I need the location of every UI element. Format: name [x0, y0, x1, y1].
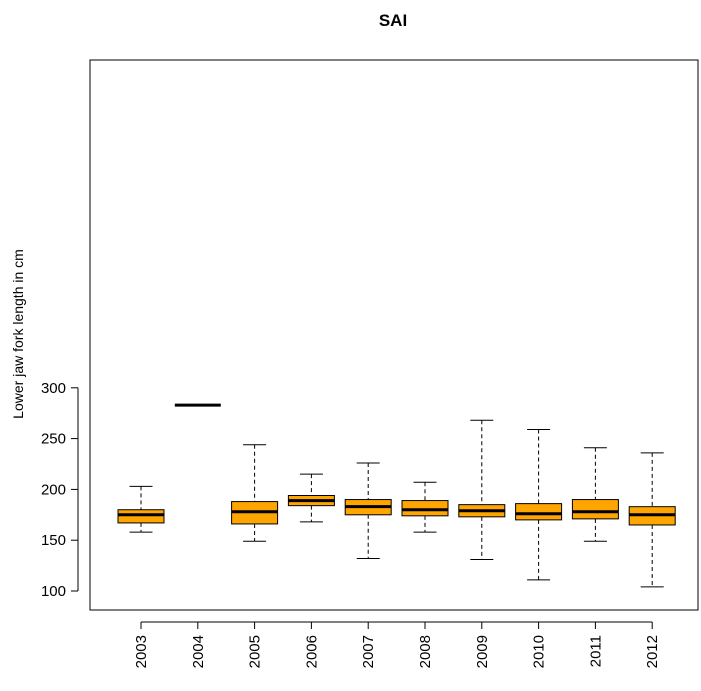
x-tick-label: 2012 [644, 635, 661, 668]
box-2005 [231, 444, 279, 542]
x-axis: 2003 2004 2005 2006 2007 2008 2009 2010 2011 2012 [133, 621, 661, 668]
x-tick-label: 2005 [247, 635, 264, 668]
box-2008 [401, 481, 449, 533]
box-2012 [628, 452, 676, 588]
plot-frame [89, 59, 699, 611]
x-tick-label: 2006 [303, 635, 320, 668]
y-tick-label: 100 [41, 583, 66, 600]
box-rect [515, 503, 563, 521]
box-2003 [117, 485, 165, 533]
x-tick-label: 2011 [587, 635, 604, 667]
box-series [117, 403, 676, 588]
box-2007 [344, 462, 392, 559]
x-tick-label: 2010 [531, 635, 548, 668]
y-tick-label: 150 [41, 532, 66, 549]
y-axis-title: Lower jaw fork length in cm [10, 249, 26, 419]
x-tick-label: 2007 [360, 635, 377, 668]
box-2009 [458, 419, 506, 561]
y-axis: 100 150 200 250 300 [41, 380, 79, 600]
box-2011 [571, 447, 619, 542]
x-tick-label: 2003 [133, 635, 150, 668]
y-tick-label: 300 [41, 380, 66, 397]
y-tick-label: 200 [41, 481, 66, 498]
x-tick-label: 2009 [474, 635, 491, 668]
y-tick-label: 250 [41, 431, 66, 448]
box-rect [401, 500, 449, 517]
box-rect [117, 509, 165, 524]
box-2006 [287, 473, 335, 523]
x-tick-label: 2004 [190, 635, 207, 668]
chart-title: SAI [379, 11, 407, 30]
box-rect [571, 499, 619, 520]
box-2010 [515, 428, 563, 581]
x-tick-label: 2008 [417, 635, 434, 668]
